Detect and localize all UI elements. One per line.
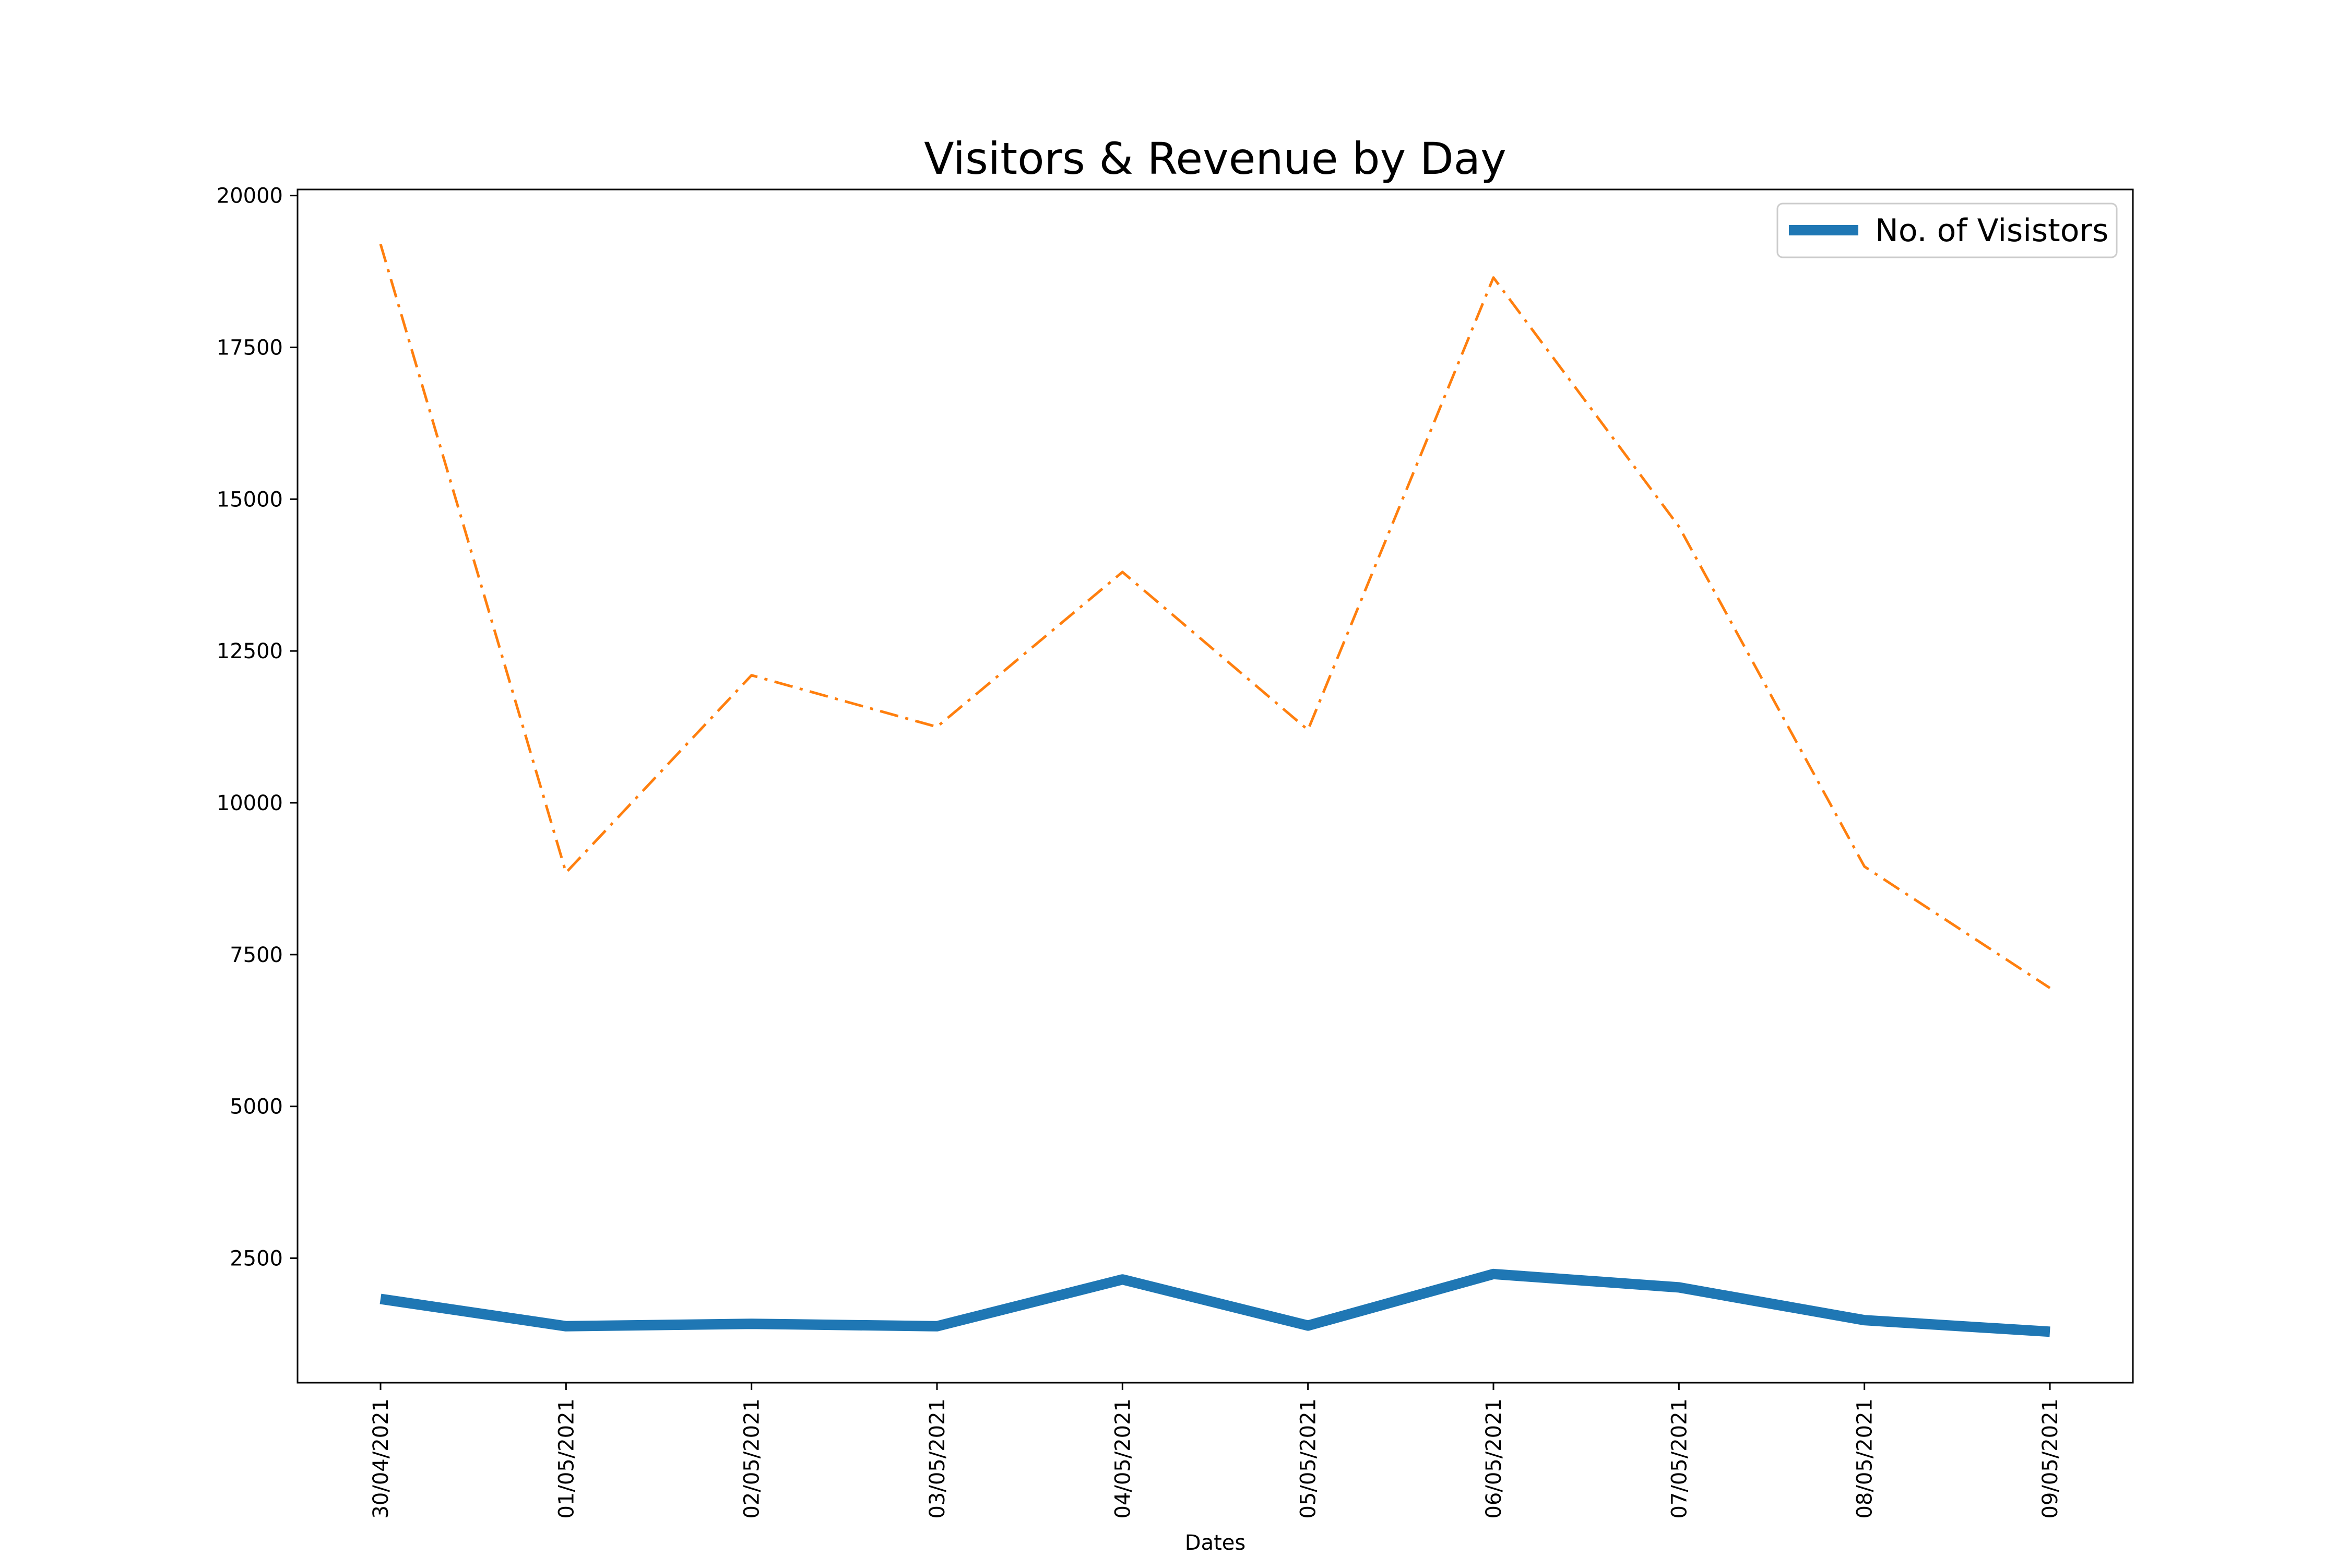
x-axis-label: Dates — [1185, 1531, 1245, 1555]
x-tick-label: 02/05/2021 — [740, 1398, 764, 1519]
x-tick-label: 06/05/2021 — [1482, 1398, 1506, 1519]
y-tick-label: 17500 — [217, 336, 283, 360]
y-tick-label: 5000 — [230, 1095, 283, 1119]
x-tick-label: 08/05/2021 — [1853, 1398, 1877, 1519]
plot-area-frame — [296, 188, 2134, 1384]
x-tick-label: 04/05/2021 — [1111, 1398, 1135, 1519]
x-tick-label: 30/04/2021 — [369, 1398, 393, 1519]
y-tick-label: 10000 — [217, 791, 283, 815]
chart-title: Visitors & Revenue by Day — [924, 133, 1506, 184]
y-axis-ticks: 2500 5000 7500 10000 12500 15000 17500 20000 — [217, 184, 298, 1271]
y-tick-label: 2500 — [230, 1247, 283, 1271]
legend-label: No. of Visistors — [1875, 212, 2108, 249]
legend: No. of Visistors — [1776, 203, 2118, 258]
revenue-series-line — [379, 243, 2051, 989]
x-tick-label: 01/05/2021 — [554, 1398, 578, 1519]
x-tick-label: 07/05/2021 — [1667, 1398, 1691, 1519]
y-tick-label: 15000 — [217, 488, 283, 512]
x-axis-ticks: 30/04/2021 01/05/2021 02/05/2021 03/05/2021… — [369, 1383, 2062, 1519]
series-layer — [379, 243, 2051, 1337]
x-tick-label: 09/05/2021 — [2038, 1398, 2062, 1519]
x-tick-label: 05/05/2021 — [1297, 1398, 1321, 1519]
legend-box — [1776, 203, 2118, 258]
visitors-series-line — [379, 1268, 2050, 1337]
y-tick-label: 7500 — [230, 943, 283, 967]
x-tick-label: 03/05/2021 — [926, 1398, 950, 1519]
y-tick-label: 12500 — [217, 639, 283, 663]
y-tick-label: 20000 — [217, 184, 283, 208]
